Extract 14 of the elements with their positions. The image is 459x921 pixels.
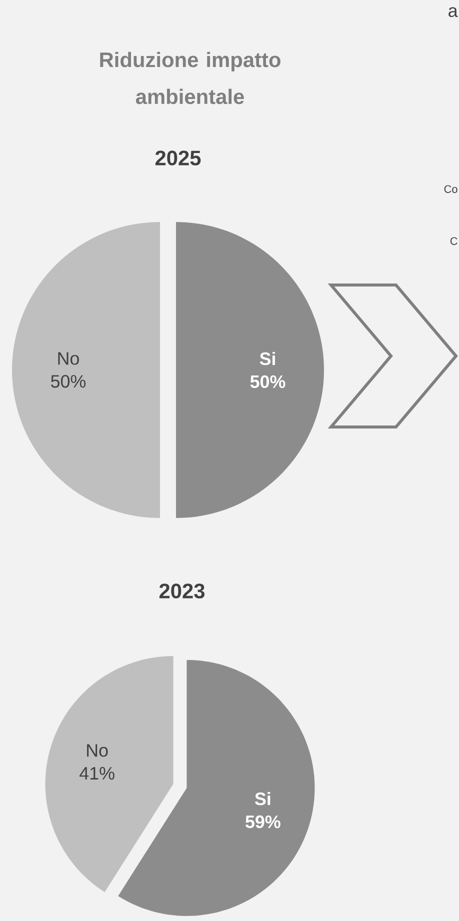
slice-label: Si xyxy=(254,792,270,806)
chart-subtitle: 2025 xyxy=(155,150,201,166)
text: C xyxy=(450,237,458,245)
slice-label: No xyxy=(58,352,79,365)
data-label: 41% xyxy=(80,767,114,780)
text: Co xyxy=(444,185,458,193)
chart-title: Riduzione impatto ambientale xyxy=(100,52,280,104)
slice-label: Si xyxy=(260,352,275,366)
data-label: 59% xyxy=(246,815,280,828)
data-label: 50% xyxy=(51,375,86,388)
text: a xyxy=(448,7,458,18)
chart-title: 2023 xyxy=(159,584,204,598)
data-label: 50% xyxy=(250,375,286,388)
slice-label: No xyxy=(87,744,108,757)
